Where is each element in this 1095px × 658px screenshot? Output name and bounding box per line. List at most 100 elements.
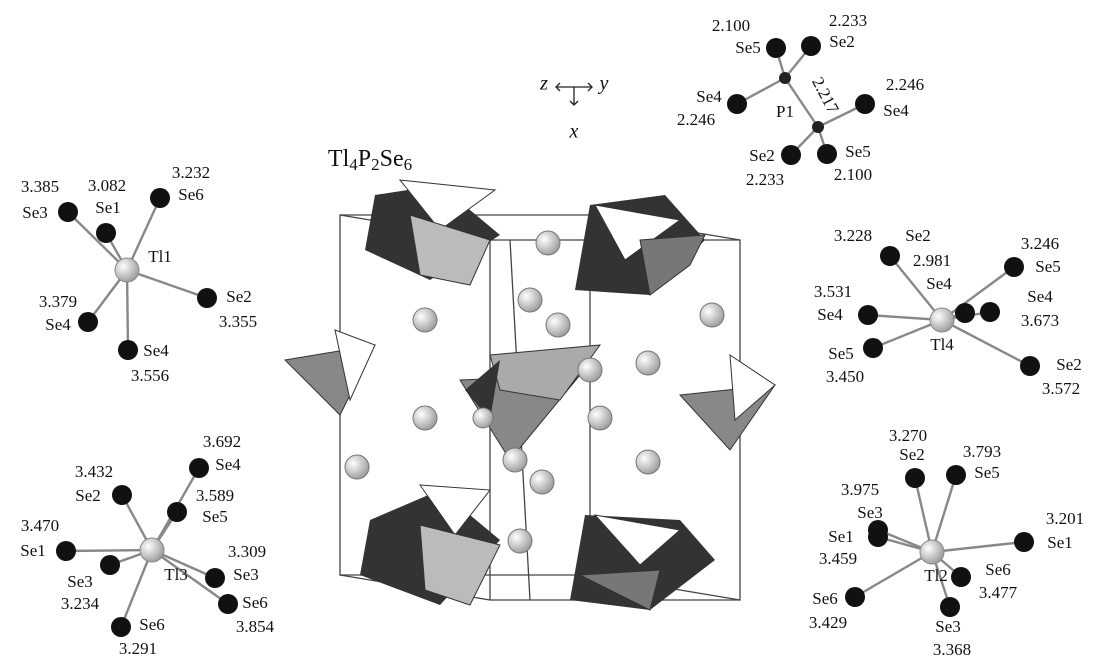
atom-label: Se1 bbox=[1047, 533, 1073, 552]
se-atom bbox=[150, 188, 170, 208]
atom-label: Se3 bbox=[935, 617, 961, 636]
distance-label: 3.228 bbox=[834, 226, 872, 245]
se-atom bbox=[218, 594, 238, 614]
atom-label: Se4 bbox=[926, 274, 952, 293]
bond bbox=[932, 542, 1024, 552]
distance-label: 3.432 bbox=[75, 462, 113, 481]
center-label: P1 bbox=[776, 102, 794, 121]
bond bbox=[942, 267, 1014, 320]
se-atom bbox=[58, 202, 78, 222]
atom-label: Se4 bbox=[143, 341, 169, 360]
se-atom bbox=[946, 465, 966, 485]
distance-label: 3.975 bbox=[841, 480, 879, 499]
atom-label: Se2 bbox=[226, 287, 252, 306]
cluster: Se23.228Se53.246Se42.981Se43.673Se43.531… bbox=[814, 226, 1082, 398]
distance-label: 3.692 bbox=[203, 432, 241, 451]
distance-label: 2.981 bbox=[913, 251, 951, 270]
se-atom bbox=[78, 312, 98, 332]
bond bbox=[855, 552, 932, 597]
se-atom bbox=[100, 555, 120, 575]
formula-subscript: 6 bbox=[404, 155, 413, 174]
se-atom bbox=[863, 338, 883, 358]
atom-label: Se2 bbox=[749, 146, 775, 165]
distance-label: 3.232 bbox=[172, 163, 210, 182]
atom-label: Se5 bbox=[845, 142, 871, 161]
formula-part: P bbox=[358, 146, 371, 172]
se-atom bbox=[1014, 532, 1034, 552]
atom-label: Se2 bbox=[905, 226, 931, 245]
distance-label: 3.459 bbox=[819, 549, 857, 568]
distance-label: 3.572 bbox=[1042, 379, 1080, 398]
atom-label: Se4 bbox=[817, 305, 843, 324]
se-atom bbox=[817, 144, 837, 164]
atom-label: Se3 bbox=[22, 203, 48, 222]
atom-label: Se4 bbox=[883, 101, 909, 120]
bond-label: 2.217 bbox=[808, 74, 843, 117]
distance-label: 3.201 bbox=[1046, 509, 1084, 528]
se-atom bbox=[801, 36, 821, 56]
cluster: Se4 3.692 Se2 3.432 Se5 3.589 Se1 3.470 Se3 3.309… bbox=[20, 432, 274, 658]
atom-label: Se1 bbox=[828, 527, 854, 546]
distance-label: 3.429 bbox=[809, 613, 847, 632]
formula-title: Tl4P2Se6 bbox=[328, 146, 412, 174]
p-atom bbox=[779, 72, 791, 84]
se-atom bbox=[951, 567, 971, 587]
atom-label: Se5 bbox=[735, 38, 761, 57]
atom-label: Se6 bbox=[178, 185, 204, 204]
atom-label: Se6 bbox=[242, 593, 268, 612]
atom-label: Se5 bbox=[974, 463, 1000, 482]
unit-cell bbox=[285, 180, 775, 610]
se-atom bbox=[880, 246, 900, 266]
atom-label: Se1 bbox=[20, 541, 46, 560]
axes-glyph bbox=[556, 83, 592, 105]
distance-label: 3.355 bbox=[219, 312, 257, 331]
atom-label: Se4 bbox=[215, 455, 241, 474]
atom-label: Se3 bbox=[857, 503, 883, 522]
atom-label: Se3 bbox=[67, 572, 93, 591]
atom-label: Se4 bbox=[1027, 287, 1053, 306]
distance-label: 2.246 bbox=[677, 110, 715, 129]
center-label: Tl1 bbox=[148, 247, 172, 266]
distance-label: 3.309 bbox=[228, 542, 266, 561]
distance-label: 3.531 bbox=[814, 282, 852, 301]
distance-label: 3.470 bbox=[21, 516, 59, 535]
atom-label: Se5 bbox=[202, 507, 228, 526]
se-atom bbox=[167, 502, 187, 522]
distance-label: 3.270 bbox=[889, 426, 927, 445]
distance-label: 2.233 bbox=[746, 170, 784, 189]
atom-label: Se6 bbox=[139, 615, 165, 634]
atom-label: Se1 bbox=[95, 198, 121, 217]
distance-label: 3.793 bbox=[963, 442, 1001, 461]
se-atom bbox=[205, 568, 225, 588]
formula-part: Se bbox=[380, 146, 404, 172]
atom-label: Se2 bbox=[75, 486, 101, 505]
distance-label: 3.450 bbox=[826, 367, 864, 386]
se-atom bbox=[96, 223, 116, 243]
se-atom bbox=[855, 94, 875, 114]
se-atom bbox=[189, 458, 209, 478]
distance-label: 2.246 bbox=[886, 75, 924, 94]
distance-label: 3.385 bbox=[21, 177, 59, 196]
p-atom bbox=[812, 121, 824, 133]
atom-label: Se4 bbox=[45, 315, 71, 334]
tl-atom bbox=[920, 540, 944, 564]
se-atom bbox=[858, 305, 878, 325]
formula-part: Tl bbox=[328, 146, 350, 172]
distance-label: 2.100 bbox=[834, 165, 872, 184]
atom-label: Se6 bbox=[985, 560, 1011, 579]
atom-label: Se2 bbox=[1056, 355, 1082, 374]
distance-label: 3.379 bbox=[39, 292, 77, 311]
axis-label: y bbox=[598, 73, 609, 95]
atom-label: Se4 bbox=[696, 87, 722, 106]
distance-label: 3.082 bbox=[88, 176, 126, 195]
distance-label: 3.556 bbox=[131, 366, 169, 385]
se-atom bbox=[1020, 356, 1040, 376]
se-atom bbox=[955, 303, 975, 323]
se-atom bbox=[868, 527, 888, 547]
distance-label: 3.246 bbox=[1021, 234, 1059, 253]
distance-label: 2.233 bbox=[829, 11, 867, 30]
se-atom bbox=[727, 94, 747, 114]
atom-label: Se2 bbox=[899, 445, 925, 464]
distance-label: 3.589 bbox=[196, 486, 234, 505]
distance-label: 3.234 bbox=[61, 594, 100, 613]
